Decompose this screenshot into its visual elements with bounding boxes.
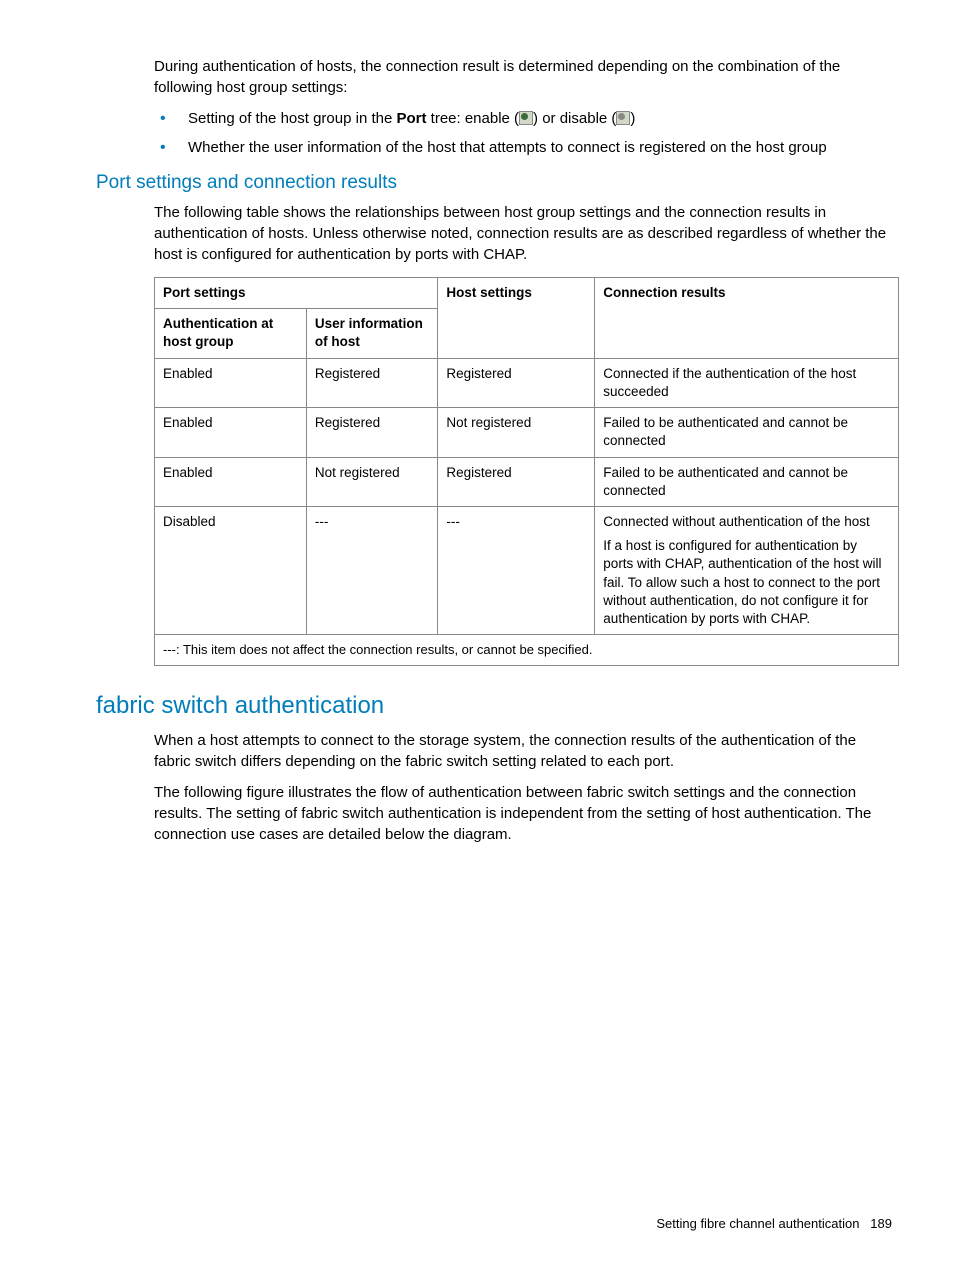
table-row: Disabled --- --- Connected without authe…	[155, 506, 899, 634]
footer-page-number: 189	[870, 1216, 892, 1231]
section1-heading: Port settings and connection results	[96, 172, 894, 194]
th-user-info: User information of host	[306, 309, 438, 358]
table-footnote-row: ---: This item does not affect the conne…	[155, 635, 899, 666]
table-footnote: ---: This item does not affect the conne…	[155, 635, 899, 666]
cell-conn-extra: If a host is configured for authenticati…	[603, 537, 890, 628]
bullet1-end: )	[630, 110, 635, 127]
cell-user: ---	[306, 506, 438, 634]
section1-paragraph: The following table shows the relationsh…	[60, 202, 894, 265]
cell-host: Registered	[438, 358, 595, 407]
th-port-settings: Port settings	[155, 278, 438, 309]
cell-auth: Enabled	[155, 408, 307, 457]
bullet1-pre: Setting of the host group in the	[188, 110, 396, 127]
intro-bullets: Setting of the host group in the Port tr…	[60, 108, 894, 158]
table-header-row-1: Port settings Host settings Connection r…	[155, 278, 899, 309]
cell-host: ---	[438, 506, 595, 634]
cell-conn: Failed to be authenticated and cannot be…	[595, 408, 899, 457]
section2-p2: The following figure illustrates the flo…	[60, 782, 894, 845]
cell-user: Registered	[306, 408, 438, 457]
bullet1-mid: tree: enable (	[426, 110, 519, 127]
intro-paragraph: During authentication of hosts, the conn…	[60, 56, 894, 98]
bullet-item-1: Setting of the host group in the Port tr…	[154, 108, 894, 129]
footer-label: Setting fibre channel authentication	[656, 1216, 859, 1231]
cell-auth: Disabled	[155, 506, 307, 634]
cell-user: Registered	[306, 358, 438, 407]
bullet1-mid2: ) or disable (	[533, 110, 616, 127]
section2-p1: When a host attempts to connect to the s…	[60, 730, 894, 772]
page: During authentication of hosts, the conn…	[0, 0, 954, 1271]
cell-conn: Connected without authentication of the …	[595, 506, 899, 634]
cell-conn: Connected if the authentication of the h…	[595, 358, 899, 407]
th-host-settings: Host settings	[438, 278, 595, 359]
table-row: Enabled Registered Not registered Failed…	[155, 408, 899, 457]
th-auth-at-hostgroup: Authentication at host group	[155, 309, 307, 358]
enable-icon	[519, 111, 533, 125]
connection-results-table: Port settings Host settings Connection r…	[154, 277, 899, 666]
bullet-item-2: Whether the user information of the host…	[154, 137, 894, 158]
cell-host: Not registered	[438, 408, 595, 457]
table-row: Enabled Not registered Registered Failed…	[155, 457, 899, 506]
section2-heading: fabric switch authentication	[96, 692, 894, 720]
cell-auth: Enabled	[155, 457, 307, 506]
disable-icon	[616, 111, 630, 125]
page-footer: Setting fibre channel authentication 189	[656, 1216, 892, 1231]
bullet1-bold: Port	[396, 110, 426, 127]
cell-host: Registered	[438, 457, 595, 506]
th-connection-results: Connection results	[595, 278, 899, 359]
cell-auth: Enabled	[155, 358, 307, 407]
table-row: Enabled Registered Registered Connected …	[155, 358, 899, 407]
cell-conn: Failed to be authenticated and cannot be…	[595, 457, 899, 506]
cell-conn-main: Connected without authentication of the …	[603, 514, 869, 529]
cell-user: Not registered	[306, 457, 438, 506]
